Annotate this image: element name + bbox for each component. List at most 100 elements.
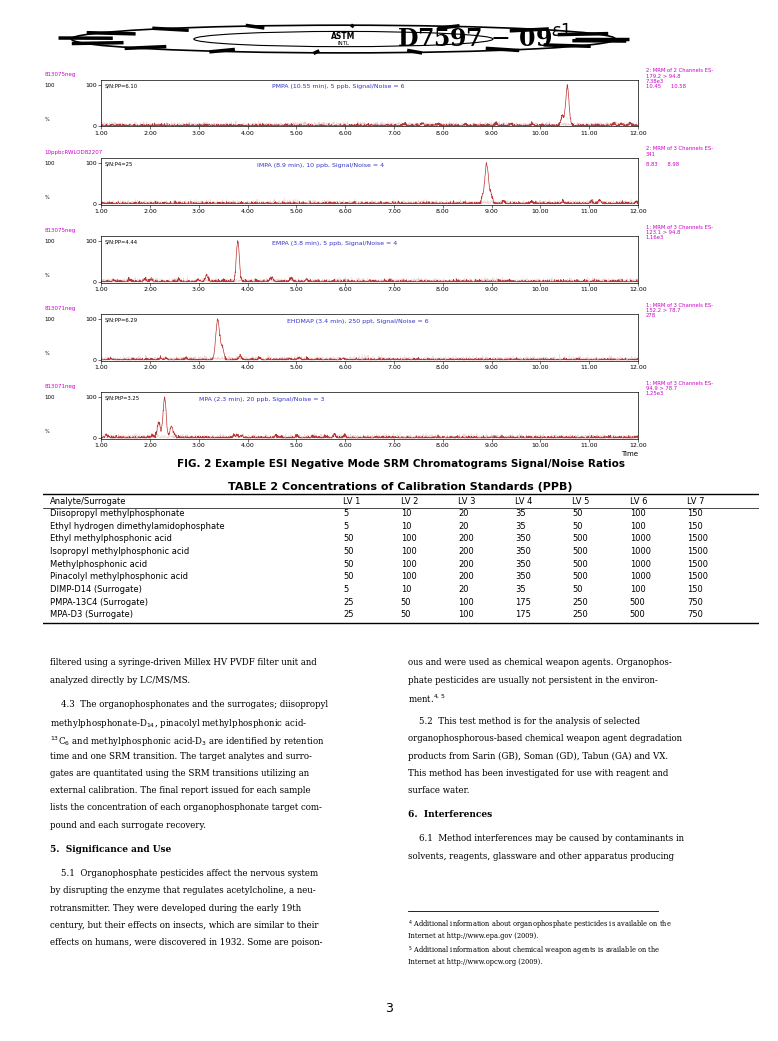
Text: 8.83      8.98: 8.83 8.98 <box>646 162 679 168</box>
Text: 50: 50 <box>573 522 583 531</box>
Text: S/N:PP=6.29: S/N:PP=6.29 <box>105 318 138 323</box>
Text: 5.2  This test method is for the analysis of selected: 5.2 This test method is for the analysis… <box>408 717 640 726</box>
Text: 150: 150 <box>687 522 703 531</box>
Text: 1500: 1500 <box>687 534 708 543</box>
Text: 1000: 1000 <box>629 560 650 568</box>
Text: Ethyl hydrogen dimethylamidophosphate: Ethyl hydrogen dimethylamidophosphate <box>50 522 225 531</box>
Text: 100: 100 <box>44 239 54 244</box>
Text: 250: 250 <box>573 610 588 619</box>
Text: 25: 25 <box>343 598 354 607</box>
Text: 100: 100 <box>44 396 54 400</box>
Text: %: % <box>44 117 49 122</box>
Text: %: % <box>44 351 49 356</box>
Text: D7597 $-$ 09$^{\varepsilon 1}$: D7597 $-$ 09$^{\varepsilon 1}$ <box>397 25 572 53</box>
Text: Ethyl methylphosphonic acid: Ethyl methylphosphonic acid <box>50 534 172 543</box>
Text: lists the concentration of each organophosphonate target com-: lists the concentration of each organoph… <box>50 804 322 812</box>
Text: 350: 350 <box>515 548 531 556</box>
Text: Internet at http://www.opcw.org (2009).: Internet at http://www.opcw.org (2009). <box>408 958 542 966</box>
Text: 20: 20 <box>458 585 468 594</box>
Text: 100: 100 <box>401 548 416 556</box>
Text: 179.2 > 94.8: 179.2 > 94.8 <box>646 74 680 79</box>
Text: 100: 100 <box>44 160 54 166</box>
Text: Isopropyl methylphosphonic acid: Isopropyl methylphosphonic acid <box>50 548 189 556</box>
Text: external calibration. The final report issued for each sample: external calibration. The final report i… <box>50 786 310 795</box>
Text: pound and each surrogate recovery.: pound and each surrogate recovery. <box>50 820 206 830</box>
Text: 100: 100 <box>44 83 54 87</box>
Text: 5.  Significance and Use: 5. Significance and Use <box>50 845 171 854</box>
Text: MPA (2.3 min), 20 ppb, Signal/Noise = 3: MPA (2.3 min), 20 ppb, Signal/Noise = 3 <box>198 397 324 402</box>
Text: by disrupting the enzyme that regulates acetylcholine, a neu-: by disrupting the enzyme that regulates … <box>50 886 316 895</box>
Text: 200: 200 <box>458 560 474 568</box>
Text: IMPA (8.9 min), 10 ppb, Signal/Noise = 4: IMPA (8.9 min), 10 ppb, Signal/Noise = 4 <box>258 162 384 168</box>
Text: S/N:PtP=3.25: S/N:PtP=3.25 <box>105 396 140 401</box>
Text: S/N:PP=4.44: S/N:PP=4.44 <box>105 239 138 245</box>
Text: $^4$ Additional information about organophosphate pesticides is available on the: $^4$ Additional information about organo… <box>408 919 671 933</box>
Text: 50: 50 <box>343 560 354 568</box>
Text: $^5$ Additional information about chemical weapon agents is available on the: $^5$ Additional information about chemic… <box>408 945 660 958</box>
Text: S/N:PP=6.10: S/N:PP=6.10 <box>105 83 138 88</box>
Text: 10: 10 <box>401 509 411 518</box>
Text: 1500: 1500 <box>687 548 708 556</box>
Text: 50: 50 <box>573 509 583 518</box>
Text: 2: MRM of 3 Channels ES-: 2: MRM of 3 Channels ES- <box>646 147 713 151</box>
Text: 100: 100 <box>629 509 646 518</box>
Text: 2: MRM of 2 Channels ES-: 2: MRM of 2 Channels ES- <box>646 69 713 73</box>
Text: 25: 25 <box>343 610 354 619</box>
Text: %: % <box>44 273 49 278</box>
Text: FIG. 2 Example ESI Negative Mode SRM Chromatograms Signal/Noise Ratios: FIG. 2 Example ESI Negative Mode SRM Chr… <box>177 459 625 469</box>
Text: phate pesticides are usually not persistent in the environ-: phate pesticides are usually not persist… <box>408 676 657 685</box>
Text: Pinacolyl methylphosphonic acid: Pinacolyl methylphosphonic acid <box>50 573 188 582</box>
Text: 250: 250 <box>573 598 588 607</box>
Text: 500: 500 <box>573 534 588 543</box>
Text: 6.  Interferences: 6. Interferences <box>408 810 492 819</box>
Text: LV 2: LV 2 <box>401 497 418 506</box>
Text: solvents, reagents, glassware and other apparatus producing: solvents, reagents, glassware and other … <box>408 852 674 861</box>
Text: surface water.: surface water. <box>408 786 469 795</box>
Text: 100: 100 <box>458 598 474 607</box>
Text: 1000: 1000 <box>629 548 650 556</box>
Text: 100: 100 <box>401 560 416 568</box>
Text: 200: 200 <box>458 548 474 556</box>
Text: 35: 35 <box>515 585 526 594</box>
Text: 750: 750 <box>687 598 703 607</box>
Text: Methylphosphonic acid: Methylphosphonic acid <box>50 560 147 568</box>
Text: organophosphorous-based chemical weapon agent degradation: organophosphorous-based chemical weapon … <box>408 734 682 743</box>
Text: $^{13}$C$_6$ and methylphosphonic acid-D$_3$ are identified by retention: $^{13}$C$_6$ and methylphosphonic acid-D… <box>50 734 325 748</box>
X-axis label: Time: Time <box>621 451 638 457</box>
Text: 150: 150 <box>687 509 703 518</box>
Text: 500: 500 <box>573 573 588 582</box>
Text: ment.$^{4,5}$: ment.$^{4,5}$ <box>408 693 445 705</box>
Text: 1: MRM of 3 Channels ES-: 1: MRM of 3 Channels ES- <box>646 381 713 386</box>
Text: 200: 200 <box>458 573 474 582</box>
Text: 1000: 1000 <box>629 534 650 543</box>
Text: 500: 500 <box>573 560 588 568</box>
Text: LV 1: LV 1 <box>343 497 361 506</box>
Text: methylphosphonate-D$_{14}$, pinacolyl methylphosphonic acid-: methylphosphonate-D$_{14}$, pinacolyl me… <box>50 717 307 730</box>
Text: 150: 150 <box>687 585 703 594</box>
Text: filtered using a syringe-driven Millex HV PVDF filter unit and: filtered using a syringe-driven Millex H… <box>50 658 317 667</box>
Text: 1.25e3: 1.25e3 <box>646 391 664 397</box>
Text: 278: 278 <box>646 313 656 319</box>
Text: 94.9 > 78.7: 94.9 > 78.7 <box>646 386 677 391</box>
Text: TABLE 2 Concentrations of Calibration Standards (PPB): TABLE 2 Concentrations of Calibration St… <box>229 482 573 492</box>
Text: century, but their effects on insects, which are similar to their: century, but their effects on insects, w… <box>50 921 318 930</box>
Text: 1: MRM of 3 Channels ES-: 1: MRM of 3 Channels ES- <box>646 225 713 230</box>
Text: DIMP-D14 (Surrogate): DIMP-D14 (Surrogate) <box>50 585 142 594</box>
Text: 100: 100 <box>629 522 646 531</box>
Text: 350: 350 <box>515 534 531 543</box>
Text: 10.45      10.58: 10.45 10.58 <box>646 84 685 90</box>
Text: time and one SRM transition. The target analytes and surro-: time and one SRM transition. The target … <box>50 752 312 761</box>
Text: This method has been investigated for use with reagent and: This method has been investigated for us… <box>408 769 668 778</box>
Text: LV 4: LV 4 <box>515 497 533 506</box>
Text: ASTM: ASTM <box>331 31 356 41</box>
Text: LV 3: LV 3 <box>458 497 475 506</box>
Text: 123.1 > 94.8: 123.1 > 94.8 <box>646 230 680 235</box>
Text: 750: 750 <box>687 610 703 619</box>
Text: 500: 500 <box>629 598 646 607</box>
Text: rotransmitter. They were developed during the early 19th: rotransmitter. They were developed durin… <box>50 904 301 913</box>
Text: 6.1  Method interferences may be caused by contaminants in: 6.1 Method interferences may be caused b… <box>408 835 684 843</box>
Text: 1: MRM of 3 Channels ES-: 1: MRM of 3 Channels ES- <box>646 303 713 308</box>
Text: 4.3  The organophosphonates and the surrogates; diisopropyl: 4.3 The organophosphonates and the surro… <box>50 700 328 709</box>
Text: S/N:P4=25: S/N:P4=25 <box>105 161 133 167</box>
Text: 50: 50 <box>343 534 354 543</box>
